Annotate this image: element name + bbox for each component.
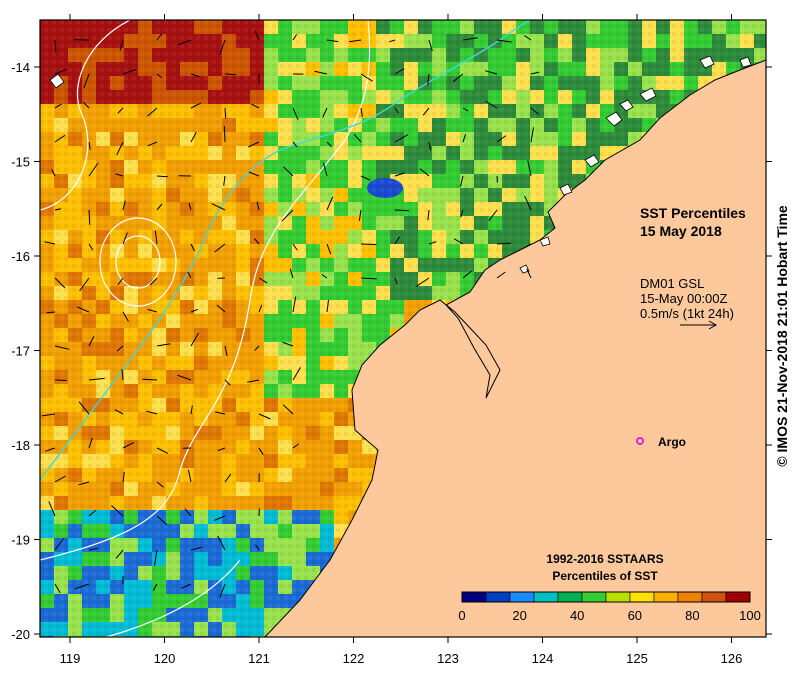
lat-tick-label: -19 [11,533,30,548]
lat-tick-label: -17 [11,344,30,359]
colorbar-tick-label: 20 [512,608,526,623]
lon-tick-label: 120 [154,651,176,666]
colorbar-segment [534,592,558,602]
lat-tick-label: -18 [11,438,30,453]
lat-tick-label: -20 [11,627,30,642]
colorbar-tick-label: 100 [739,608,761,623]
colorbar-tick-label: 40 [570,608,584,623]
lon-tick-label: 122 [343,651,365,666]
colorbar-segment [726,592,750,602]
current-legend-line2: 15-May 00:00Z [640,291,727,306]
colorbar-segment [486,592,510,602]
current-legend-line1: DM01 GSL [640,276,704,291]
colorbar-segment [462,592,486,602]
lon-tick-label: 125 [626,651,648,666]
colorbar-title-line1: 1992-2016 SSTAARS [546,552,663,566]
argo-label: Argo [658,435,686,449]
map-title-line2: 15 May 2018 [640,223,722,239]
colorbar-segment [510,592,534,602]
lon-tick-label: 123 [437,651,459,666]
colorbar-tick-label: 60 [628,608,642,623]
colorbar-title-line2: Percentiles of SST [552,569,658,583]
colorbar-tick-label: 80 [685,608,699,623]
colorbar-segment [582,592,606,602]
lon-tick-label: 124 [532,651,554,666]
colorbar-segment [630,592,654,602]
lat-tick-label: -14 [11,60,30,75]
lat-tick-label: -15 [11,155,30,170]
colorbar-segment [654,592,678,602]
lat-tick-label: -16 [11,249,30,264]
colorbar-tick-label: 0 [458,608,465,623]
lon-tick-label: 119 [60,651,81,666]
colorbar-segment [702,592,726,602]
colorbar-segment [678,592,702,602]
current-legend-line3: 0.5m/s (1kt 24h) [640,306,734,321]
map-title-line1: SST Percentiles [640,205,746,221]
lon-tick-label: 121 [248,651,270,666]
colorbar-segment [558,592,582,602]
colorbar [462,592,750,602]
credit-text: © IMOS 21-Nov-2018 21:01 Hobart Time [774,205,790,466]
lon-tick-label: 126 [721,651,743,666]
colorbar-segment [606,592,630,602]
